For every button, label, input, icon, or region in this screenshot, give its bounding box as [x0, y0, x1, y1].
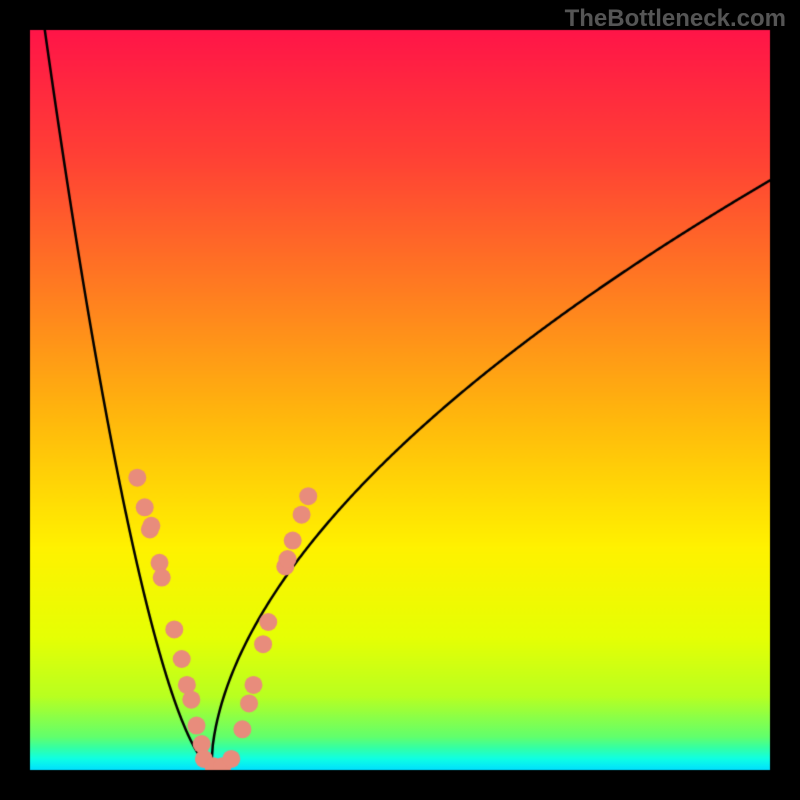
bottleneck-curve-plot: [0, 0, 800, 800]
watermark-text: TheBottleneck.com: [565, 5, 786, 33]
chart-container: TheBottleneck.com: [0, 0, 800, 800]
